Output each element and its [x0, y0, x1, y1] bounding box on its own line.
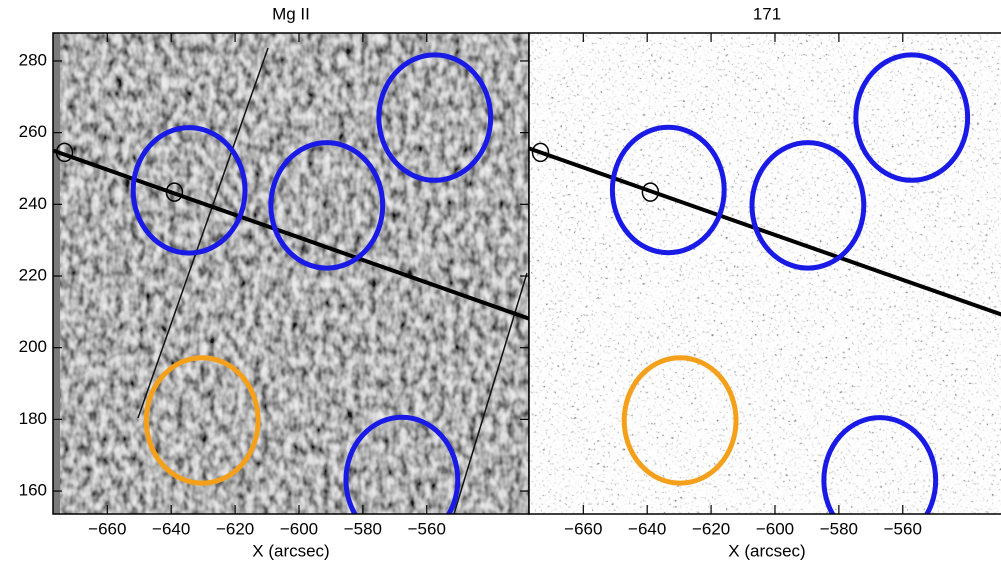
x-tick-label: −620 [692, 519, 730, 538]
circle-marker [165, 182, 184, 202]
y-tick-label: 220 [19, 265, 47, 284]
y-tick-label: 260 [19, 122, 47, 141]
panel-frame [528, 32, 1001, 515]
circle-marker [531, 142, 550, 163]
x-tick-label: −580 [820, 519, 858, 538]
circle-marker [268, 140, 386, 271]
panel [53, 33, 529, 514]
x-tick-label: −560 [408, 519, 446, 538]
x-tick-label: −600 [280, 519, 318, 538]
circle-marker [821, 415, 939, 514]
circle-marker [641, 182, 660, 202]
x-tick-label: −620 [216, 519, 254, 538]
image-raster [60, 33, 529, 514]
y-tick-label: 280 [19, 50, 47, 69]
slit-line [529, 146, 1001, 317]
x-tick-label: −640 [628, 519, 666, 538]
x-axis-label: X (arcsec) [252, 541, 329, 560]
x-tick-label: −640 [152, 519, 190, 538]
circle-marker [130, 125, 248, 256]
circle-marker [749, 140, 867, 271]
x-tick-label: −600 [756, 519, 794, 538]
circle-marker [55, 142, 74, 163]
circle-marker [609, 124, 727, 256]
panel-title: 171 [753, 4, 781, 23]
y-tick-label: 200 [19, 337, 47, 356]
panel-title: Mg II [272, 4, 310, 23]
circle-marker [143, 355, 261, 486]
x-tick-label: −580 [344, 519, 382, 538]
y-tick-label: 160 [19, 481, 47, 500]
y-tick-label: 240 [19, 194, 47, 213]
x-tick-label: −660 [564, 519, 602, 538]
image-background [529, 33, 1001, 514]
circle-marker [343, 414, 461, 514]
x-tick-label: −560 [884, 519, 922, 538]
raster-edge [137, 47, 269, 419]
x-tick-label: −660 [88, 519, 126, 538]
circle-marker [376, 52, 494, 183]
circle-marker [621, 355, 739, 486]
circle-marker [853, 52, 971, 183]
y-tick-label: 180 [19, 409, 47, 428]
x-axis-label: X (arcsec) [728, 541, 805, 560]
panel [529, 33, 1001, 514]
